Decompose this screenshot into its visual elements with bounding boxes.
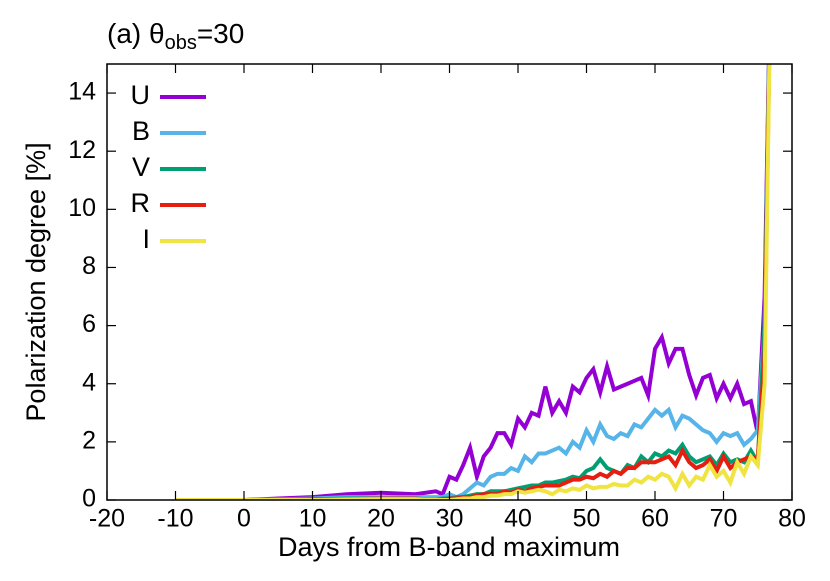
- data-line: [175, 64, 772, 500]
- plot-frame: [106, 63, 793, 501]
- x-tick-label: 70: [710, 505, 738, 533]
- x-tick-label: 50: [573, 505, 601, 533]
- y-tick-label: 14: [68, 78, 96, 106]
- data-line: [175, 64, 772, 500]
- x-axis-label: Days from B-band maximum: [278, 532, 620, 562]
- legend-label: U: [131, 80, 151, 110]
- title-subscript: obs: [165, 32, 197, 54]
- x-tick-label: 20: [367, 505, 395, 533]
- legend-label: R: [131, 188, 151, 218]
- legend-label: I: [142, 224, 150, 254]
- data-line: [175, 64, 771, 500]
- y-tick-label: 8: [82, 252, 96, 280]
- legend-label: B: [132, 116, 150, 146]
- y-tick-label: 10: [68, 194, 96, 222]
- y-tick-label: 4: [82, 368, 96, 396]
- x-tick-label: 0: [237, 505, 251, 533]
- legend-label: V: [132, 152, 150, 182]
- x-tick-label: 30: [436, 505, 464, 533]
- x-tick-label: -10: [157, 505, 193, 533]
- data-line: [175, 64, 772, 500]
- chart-title: (a) θobs=30: [107, 18, 244, 54]
- title-main: (a) θ: [107, 18, 165, 49]
- y-axis-label: Polarization degree [%]: [21, 142, 51, 421]
- y-tick-label: 12: [68, 136, 96, 164]
- data-line: [175, 64, 772, 500]
- x-tick-label: 10: [299, 505, 327, 533]
- x-tick-label: -20: [89, 505, 125, 533]
- title-suffix: =30: [197, 18, 245, 49]
- y-tick-label: 0: [82, 485, 96, 513]
- y-tick-label: 6: [82, 310, 96, 338]
- plot-area: [175, 64, 772, 500]
- y-tick-label: 2: [82, 426, 96, 454]
- x-tick-label: 40: [504, 505, 532, 533]
- x-tick-label: 60: [641, 505, 669, 533]
- x-tick-label: 80: [778, 505, 806, 533]
